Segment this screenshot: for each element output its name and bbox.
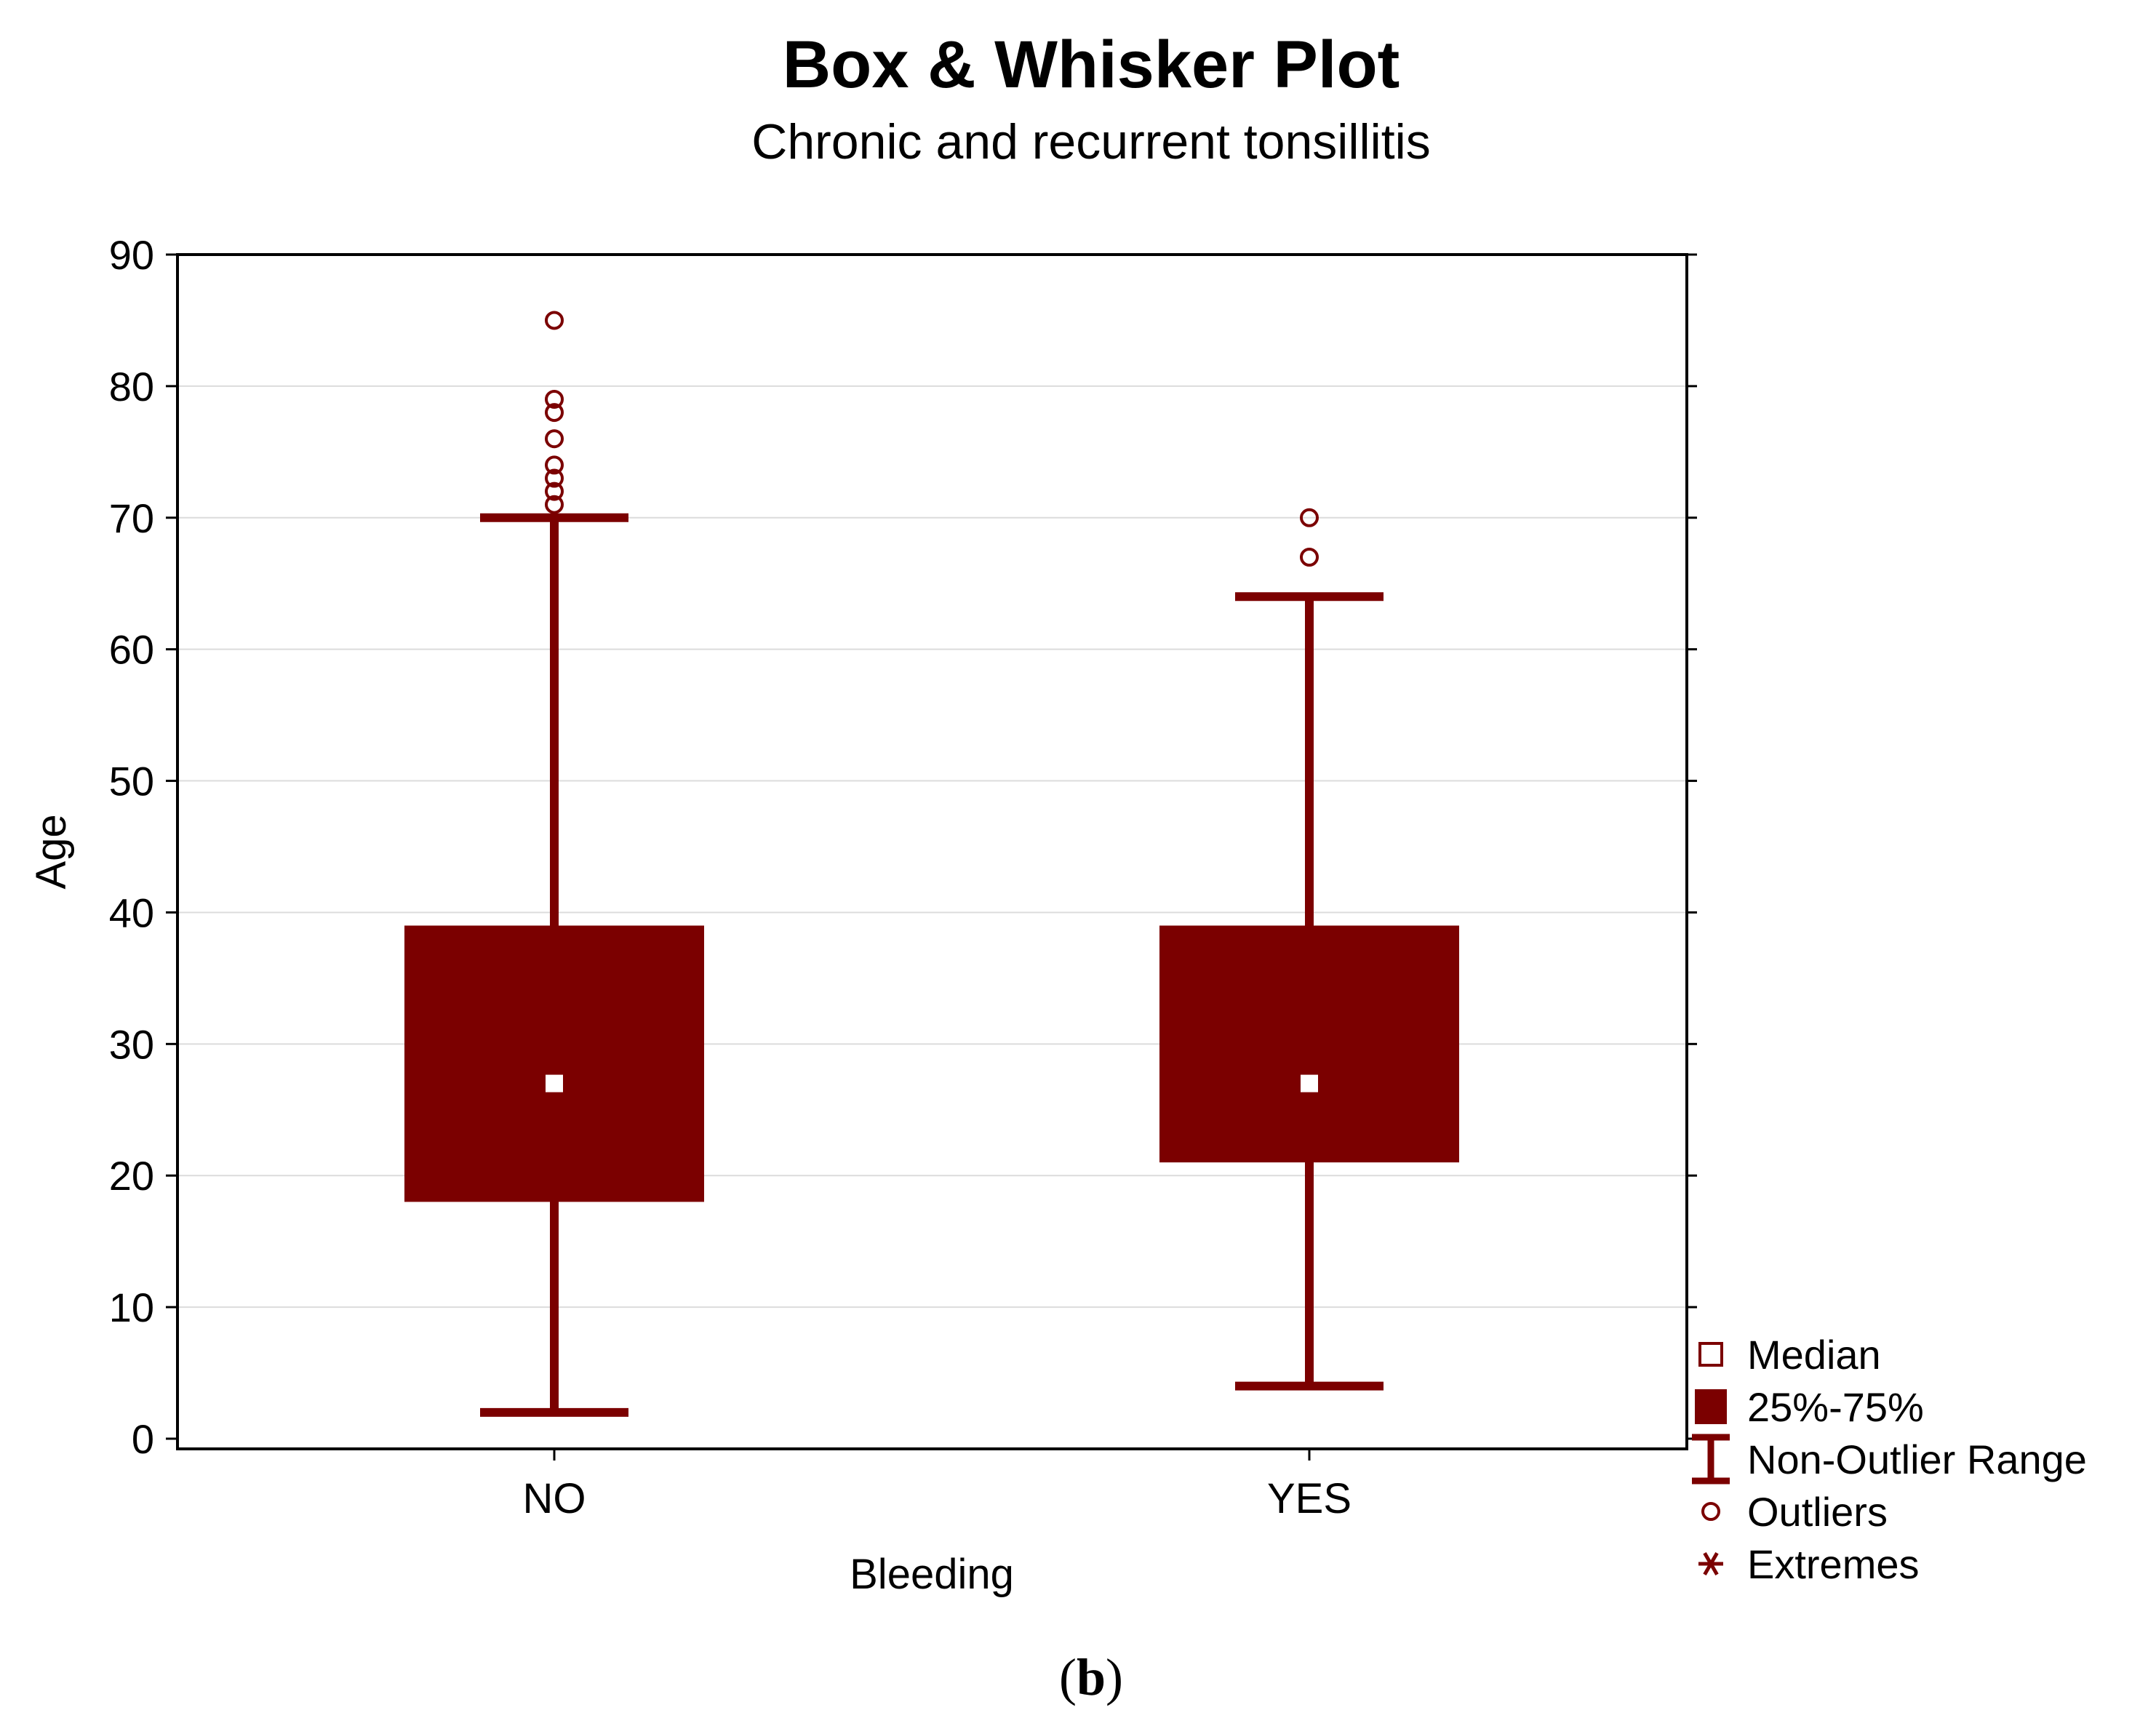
outlier-point xyxy=(1300,548,1319,567)
legend-label: 25%-75% xyxy=(1747,1384,1924,1430)
x-tick-label: YES xyxy=(1267,1475,1352,1522)
plot-series: NO YES xyxy=(404,311,1459,1522)
legend-item: Extremes xyxy=(1698,1541,1920,1587)
iqr-box xyxy=(404,925,704,1202)
panel-label: (b) xyxy=(1059,1648,1123,1706)
box-group: NO xyxy=(404,311,704,1522)
outlier-point xyxy=(1300,508,1319,527)
y-tick-label: 90 xyxy=(109,232,154,278)
x-axis-title: Bleeding xyxy=(850,1551,1014,1598)
outlier-point xyxy=(545,468,564,488)
legend-label: Non-Outlier Range xyxy=(1747,1437,2087,1482)
whisker-range-icon xyxy=(1692,1434,1730,1485)
y-tick-label: 30 xyxy=(109,1021,154,1067)
legend-item: 25%-75% xyxy=(1695,1384,1924,1430)
chart-title: Box & Whisker Plot xyxy=(783,28,1400,102)
box-fill-icon xyxy=(1695,1389,1727,1424)
outlier-circle-icon xyxy=(1701,1502,1720,1521)
legend-label: Median xyxy=(1747,1332,1881,1378)
extreme-asterisk-icon xyxy=(1698,1552,1723,1575)
median-marker xyxy=(1301,1074,1318,1092)
y-tick-label: 60 xyxy=(109,627,154,673)
outlier-point xyxy=(545,311,564,330)
gridlines xyxy=(177,385,1687,1309)
panel-label-open: ( xyxy=(1059,1648,1077,1706)
iqr-box xyxy=(1159,925,1459,1163)
y-axis: 0 10 20 30 40 50 60 70 80 90 xyxy=(109,232,1697,1462)
legend-label: Extremes xyxy=(1747,1541,1920,1587)
y-tick-label: 20 xyxy=(109,1153,154,1199)
box-group: YES xyxy=(1159,508,1459,1522)
asterisk-stroke xyxy=(1703,1552,1719,1575)
outlier-point xyxy=(545,389,564,409)
legend-item: Outliers xyxy=(1701,1489,1888,1535)
y-tick-label: 0 xyxy=(132,1416,154,1462)
legend-item: Median xyxy=(1698,1332,1881,1378)
legend-label: Outliers xyxy=(1747,1489,1888,1535)
panel-label-letter: b xyxy=(1077,1648,1106,1706)
y-tick-label: 50 xyxy=(109,759,154,804)
y-tick-label: 10 xyxy=(109,1284,154,1330)
outlier-point xyxy=(545,495,564,514)
y-tick-label: 40 xyxy=(109,890,154,935)
panel-label-close: ) xyxy=(1106,1648,1123,1706)
y-tick-label: 70 xyxy=(109,495,154,541)
median-square-icon xyxy=(1698,1342,1723,1367)
x-tick-label: NO xyxy=(523,1475,586,1522)
outlier-point xyxy=(545,482,564,501)
outlier-point xyxy=(545,429,564,449)
plot-frame xyxy=(176,253,1688,1450)
legend-item: Non-Outlier Range xyxy=(1692,1434,2087,1485)
outlier-point xyxy=(545,455,564,475)
y-tick-label: 80 xyxy=(109,364,154,409)
chart-subtitle: Chronic and recurrent tonsillitis xyxy=(751,114,1431,169)
y-axis-title: Age xyxy=(28,814,75,889)
outlier-point xyxy=(545,403,564,423)
median-marker xyxy=(546,1074,563,1092)
legend: Median 25%-75% Non-Outlier Range Outliers Ex… xyxy=(1692,1332,2087,1587)
